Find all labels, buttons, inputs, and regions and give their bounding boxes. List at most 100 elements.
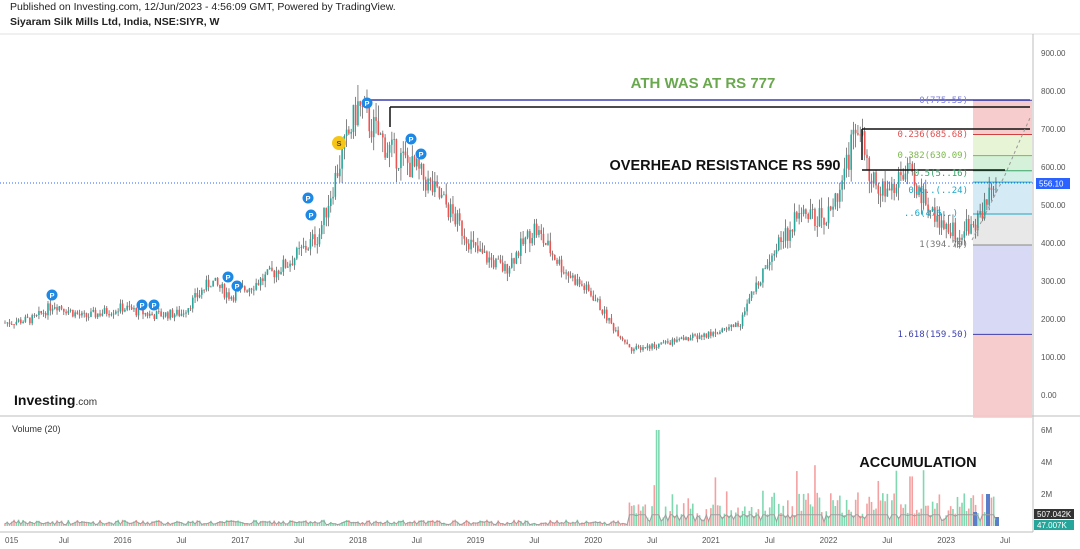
volume-bar — [970, 497, 972, 526]
candle-body — [900, 172, 902, 176]
volume-bar — [350, 521, 352, 526]
candle-body — [755, 282, 757, 292]
volume-bar — [411, 522, 414, 526]
event-marker-p[interactable]: P — [361, 97, 373, 109]
event-marker-p[interactable]: P — [405, 133, 417, 145]
volume-bar — [13, 519, 15, 526]
candle-body — [182, 313, 185, 315]
event-marker-p[interactable]: P — [222, 271, 234, 283]
volume-bar — [465, 519, 468, 526]
volume-bar — [655, 430, 658, 526]
candle-body — [126, 305, 128, 310]
projection-path — [971, 117, 1031, 241]
candle-body — [974, 224, 977, 231]
volume-bar — [223, 521, 226, 526]
event-marker-p[interactable]: P — [46, 289, 58, 301]
candle-body — [701, 335, 703, 337]
volume-bar — [956, 496, 959, 526]
candle-body — [201, 289, 203, 295]
candle-body — [176, 309, 178, 315]
volume-bar — [551, 521, 554, 526]
event-marker-p[interactable]: P — [148, 299, 160, 311]
volume-bar — [26, 523, 29, 526]
volume-bar — [712, 504, 714, 526]
volume-bar — [182, 523, 185, 526]
volume-bar — [750, 506, 753, 526]
candle-body — [707, 331, 710, 338]
volume-bar — [531, 523, 533, 526]
candle-body — [78, 314, 81, 316]
event-marker-p[interactable]: P — [305, 209, 317, 221]
candle-body — [759, 282, 762, 286]
candle-body — [943, 220, 945, 229]
volume-bar — [219, 521, 221, 526]
candle-body — [106, 308, 108, 314]
volume-bar — [594, 521, 597, 526]
candle-body — [300, 247, 303, 248]
fib-zone — [973, 170, 1032, 183]
candle-body — [302, 245, 305, 248]
volume-bar — [721, 517, 723, 526]
volume-value-1: 507.042K — [1037, 510, 1072, 519]
event-marker-p[interactable]: P — [136, 299, 148, 311]
volume-bar — [264, 520, 266, 526]
volume-bar — [510, 522, 513, 526]
volume-bar — [443, 522, 445, 526]
candle-body — [872, 172, 875, 184]
volume-bar — [461, 523, 463, 526]
candle-body — [920, 186, 923, 204]
fib-zone — [973, 155, 1032, 171]
event-marker-p[interactable]: P — [415, 148, 427, 160]
volume-bar — [314, 521, 316, 526]
candle-body — [461, 220, 463, 236]
marker-letter: P — [225, 273, 230, 282]
volume-bar — [992, 496, 995, 526]
volume-bar — [92, 521, 95, 526]
candle-body — [884, 181, 886, 197]
candle-body — [266, 269, 269, 275]
volume-bar — [248, 523, 251, 526]
candle-body — [255, 282, 257, 290]
candle-body — [968, 218, 970, 234]
candle-body — [517, 252, 520, 256]
candle-body — [431, 180, 434, 193]
volume-bar — [51, 521, 54, 526]
volume-bar — [78, 522, 81, 526]
marker-letter: P — [49, 291, 54, 300]
volume-bar — [379, 521, 382, 526]
volume-bar — [696, 513, 699, 526]
volume-bar — [139, 523, 142, 526]
volume-bar — [486, 519, 488, 526]
volume-bar — [834, 505, 837, 526]
candle-body — [664, 341, 667, 343]
volume-bar — [913, 513, 916, 526]
candle-body — [492, 260, 495, 268]
volume-bar — [180, 522, 183, 526]
volume-bar — [662, 517, 665, 526]
candle-body — [329, 198, 332, 207]
candle-body — [271, 267, 273, 271]
event-marker-s[interactable]: S — [332, 136, 346, 150]
event-marker-p[interactable]: P — [231, 280, 243, 292]
volume-bar — [110, 522, 113, 526]
candle-body — [669, 342, 671, 345]
candles — [4, 84, 997, 354]
candle-body — [339, 168, 341, 177]
candle-body — [515, 252, 518, 264]
volume-bar — [307, 522, 309, 526]
candle-body — [863, 131, 866, 155]
candle-body — [409, 162, 411, 177]
candle-body — [567, 272, 570, 276]
candle-body — [151, 313, 153, 316]
volume-bar — [38, 520, 40, 526]
event-marker-p[interactable]: P — [302, 192, 314, 204]
candle-body — [411, 156, 414, 177]
volume-bar — [544, 522, 547, 526]
volume-bar — [135, 519, 138, 526]
candle-body — [282, 259, 285, 272]
volume-bar — [434, 521, 436, 526]
volume-bar — [827, 516, 830, 526]
volume-bar — [558, 522, 561, 526]
